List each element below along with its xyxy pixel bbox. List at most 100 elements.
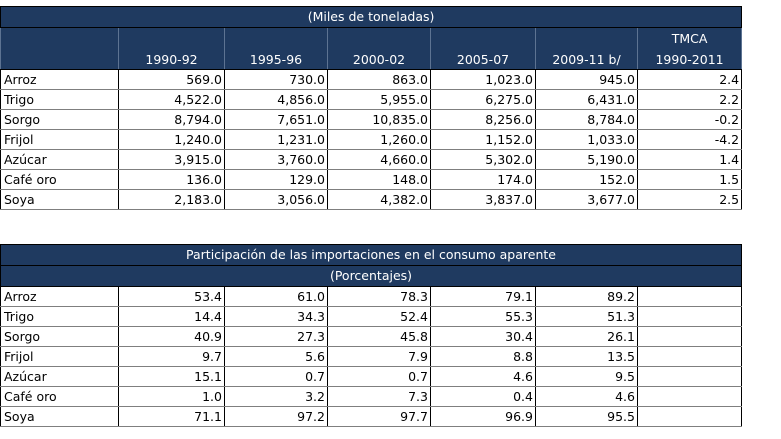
table-row: Trigo 14.4 34.3 52.4 55.3 51.3 bbox=[0, 306, 743, 327]
value-cell: 8,784.0 bbox=[535, 109, 638, 130]
value-cell: 1,033.0 bbox=[535, 129, 638, 150]
value-cell: 148.0 bbox=[327, 169, 431, 190]
import-share-subtitle: (Porcentajes) bbox=[0, 265, 743, 287]
value-cell: 6,431.0 bbox=[535, 89, 638, 110]
value-cell: 30.4 bbox=[430, 326, 536, 347]
import-share-table: Participación de las importaciones en el… bbox=[0, 244, 743, 427]
header-cell bbox=[0, 27, 119, 49]
table-row: Frijol 9.7 5.6 7.9 8.8 13.5 bbox=[0, 346, 743, 367]
value-cell: 15.1 bbox=[118, 366, 225, 387]
row-label: Sorgo bbox=[0, 326, 119, 347]
value-cell: 4,382.0 bbox=[327, 189, 431, 210]
table-row: Arroz 53.4 61.0 78.3 79.1 89.2 bbox=[0, 286, 743, 307]
table-row: Café oro 1.0 3.2 7.3 0.4 4.6 bbox=[0, 386, 743, 407]
header-cell bbox=[327, 27, 431, 49]
value-cell: 945.0 bbox=[535, 69, 638, 90]
value-cell: 40.9 bbox=[118, 326, 225, 347]
value-cell: 730.0 bbox=[224, 69, 328, 90]
value-cell: 1,260.0 bbox=[327, 129, 431, 150]
value-cell: 8,794.0 bbox=[118, 109, 225, 130]
value-cell: 3,677.0 bbox=[535, 189, 638, 210]
volume-table-title-row: (Miles de toneladas) bbox=[0, 6, 743, 28]
value-cell: 0.4 bbox=[430, 386, 536, 407]
row-label: Trigo bbox=[0, 306, 119, 327]
value-cell: 61.0 bbox=[224, 286, 328, 307]
value-cell: 2.2 bbox=[636, 89, 743, 110]
value-cell: 3,056.0 bbox=[224, 189, 328, 210]
value-cell: 4,856.0 bbox=[224, 89, 328, 110]
value-cell: 51.3 bbox=[535, 306, 638, 327]
table-row: Azúcar 15.1 0.7 0.7 4.6 9.5 bbox=[0, 366, 743, 387]
header-cell bbox=[224, 27, 328, 49]
value-cell: 26.1 bbox=[535, 326, 638, 347]
value-cell: 4,660.0 bbox=[327, 149, 431, 170]
value-cell: 3,837.0 bbox=[430, 189, 536, 210]
value-cell: 6,275.0 bbox=[430, 89, 536, 110]
value-cell: 569.0 bbox=[118, 69, 225, 90]
value-cell: 7.9 bbox=[327, 346, 431, 367]
value-cell bbox=[636, 326, 743, 347]
value-cell: 5.6 bbox=[224, 346, 328, 367]
value-cell: 1,023.0 bbox=[430, 69, 536, 90]
row-label: Soya bbox=[0, 189, 119, 210]
value-cell: 13.5 bbox=[535, 346, 638, 367]
value-cell: 14.4 bbox=[118, 306, 225, 327]
value-cell bbox=[636, 386, 743, 407]
row-label: Arroz bbox=[0, 286, 119, 307]
value-cell: 71.1 bbox=[118, 406, 225, 427]
row-label: Frijol bbox=[0, 346, 119, 367]
value-cell: 4.6 bbox=[430, 366, 536, 387]
header-row-top: TMCA bbox=[0, 27, 743, 49]
row-label: Azúcar bbox=[0, 366, 119, 387]
value-cell: 8,256.0 bbox=[430, 109, 536, 130]
value-cell: 0.7 bbox=[327, 366, 431, 387]
value-cell: 3.2 bbox=[224, 386, 328, 407]
value-cell: 8.8 bbox=[430, 346, 536, 367]
value-cell: 27.3 bbox=[224, 326, 328, 347]
header-cell-period: 1990-92 bbox=[118, 49, 225, 70]
import-share-title: Participación de las importaciones en el… bbox=[0, 244, 743, 266]
table-row: Sorgo 8,794.0 7,651.0 10,835.0 8,256.0 8,784.… bbox=[0, 109, 743, 130]
value-cell: 2,183.0 bbox=[118, 189, 225, 210]
header-cell-period: 1995-96 bbox=[224, 49, 328, 70]
value-cell: 136.0 bbox=[118, 169, 225, 190]
value-cell: 89.2 bbox=[535, 286, 638, 307]
value-cell: 3,760.0 bbox=[224, 149, 328, 170]
row-label: Soya bbox=[0, 406, 119, 427]
value-cell: 1.0 bbox=[118, 386, 225, 407]
value-cell: 1,152.0 bbox=[430, 129, 536, 150]
value-cell: 9.5 bbox=[535, 366, 638, 387]
row-label: Arroz bbox=[0, 69, 119, 90]
header-cell-period: 2005-07 bbox=[430, 49, 536, 70]
value-cell: 10,835.0 bbox=[327, 109, 431, 130]
value-cell: 1.4 bbox=[636, 149, 743, 170]
value-cell: 45.8 bbox=[327, 326, 431, 347]
value-cell: 4,522.0 bbox=[118, 89, 225, 110]
import-share-title-row: Participación de las importaciones en el… bbox=[0, 244, 743, 266]
table-row: Arroz 569.0 730.0 863.0 1,023.0 945.0 2.4 bbox=[0, 69, 743, 90]
value-cell bbox=[636, 286, 743, 307]
value-cell bbox=[636, 346, 743, 367]
row-label: Sorgo bbox=[0, 109, 119, 130]
table-row: Azúcar 3,915.0 3,760.0 4,660.0 5,302.0 5,190.… bbox=[0, 149, 743, 170]
value-cell: 52.4 bbox=[327, 306, 431, 327]
row-label: Café oro bbox=[0, 169, 119, 190]
header-cell-period: 2009-11 b/ bbox=[535, 49, 638, 70]
header-cell bbox=[535, 27, 638, 49]
value-cell: 96.9 bbox=[430, 406, 536, 427]
value-cell: 129.0 bbox=[224, 169, 328, 190]
table-row: Soya 2,183.0 3,056.0 4,382.0 3,837.0 3,677.0 2… bbox=[0, 189, 743, 210]
value-cell: 5,190.0 bbox=[535, 149, 638, 170]
value-cell: 7,651.0 bbox=[224, 109, 328, 130]
header-cell bbox=[430, 27, 536, 49]
row-label: Frijol bbox=[0, 129, 119, 150]
value-cell: 3,915.0 bbox=[118, 149, 225, 170]
value-cell: 863.0 bbox=[327, 69, 431, 90]
value-cell: -0.2 bbox=[636, 109, 743, 130]
value-cell: 9.7 bbox=[118, 346, 225, 367]
value-cell: 97.2 bbox=[224, 406, 328, 427]
value-cell: 95.5 bbox=[535, 406, 638, 427]
value-cell: 1,240.0 bbox=[118, 129, 225, 150]
table-row: Trigo 4,522.0 4,856.0 5,955.0 6,275.0 6,431.0… bbox=[0, 89, 743, 110]
value-cell: 78.3 bbox=[327, 286, 431, 307]
